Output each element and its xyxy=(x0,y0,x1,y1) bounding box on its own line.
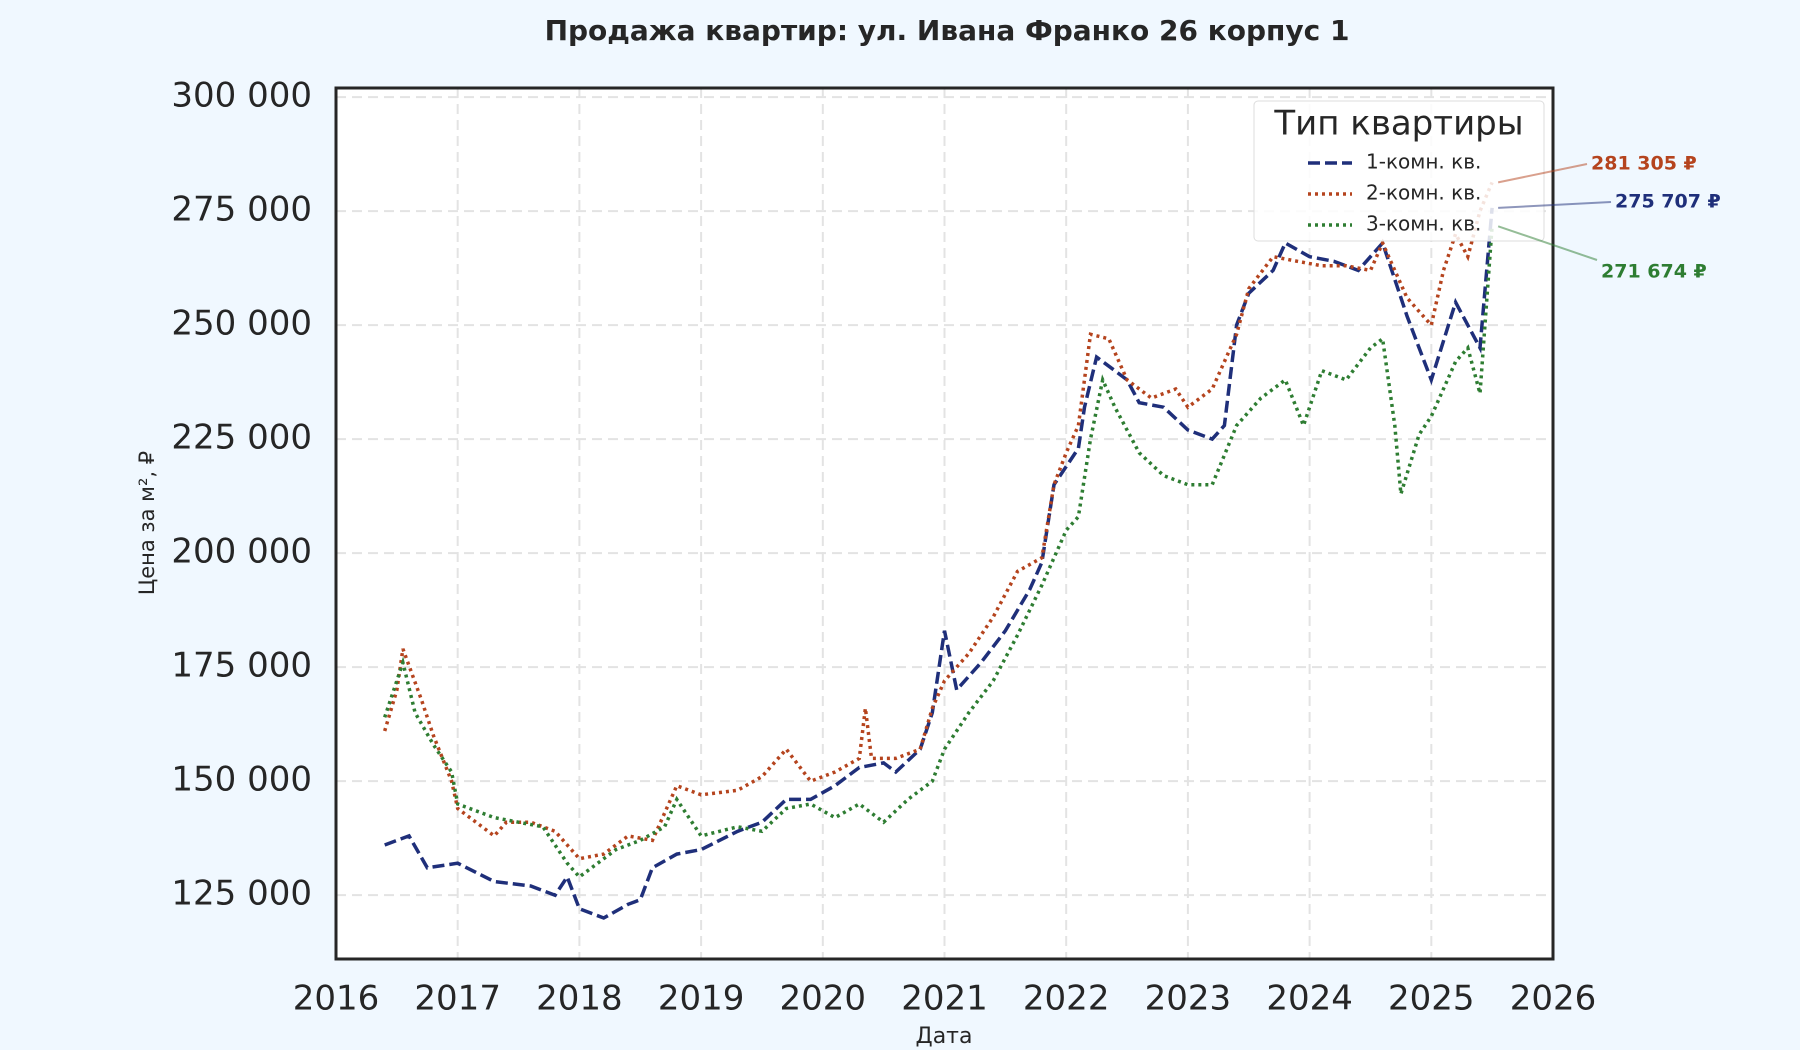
x-tick-label: 2025 xyxy=(1388,979,1475,1019)
x-tick-label: 2019 xyxy=(658,979,745,1019)
chart-title: Продажа квартир: ул. Ивана Франко 26 кор… xyxy=(545,14,1350,47)
x-tick-label: 2020 xyxy=(780,979,867,1019)
annotation-arrow xyxy=(1497,225,1598,261)
y-tick-label: 300 000 xyxy=(171,76,312,116)
value-label: 275 707 ₽ xyxy=(1615,191,1721,213)
x-tick-label: 2026 xyxy=(1510,979,1597,1019)
x-tick-label: 2018 xyxy=(536,979,623,1019)
legend-title: Тип квартиры xyxy=(1273,104,1523,144)
annotation-arrow xyxy=(1498,201,1612,209)
series-line xyxy=(384,207,1494,920)
legend-label: 3-комн. кв. xyxy=(1366,212,1481,236)
x-tick-label: 2024 xyxy=(1266,979,1353,1019)
series-line xyxy=(383,226,1494,880)
y-tick-label: 150 000 xyxy=(171,760,312,800)
x-tick-label: 2017 xyxy=(414,979,501,1019)
annotation-arrow xyxy=(1497,163,1588,184)
x-tick-label: 2023 xyxy=(1145,979,1232,1019)
value-label: 271 674 ₽ xyxy=(1601,261,1707,283)
y-tick-label: 125 000 xyxy=(171,874,312,914)
y-tick-label: 225 000 xyxy=(171,418,312,458)
y-tick-label: 200 000 xyxy=(171,532,312,572)
series-line xyxy=(383,181,1494,861)
value-label: 281 305 ₽ xyxy=(1591,153,1697,175)
x-tick-label: 2021 xyxy=(901,979,988,1019)
y-tick-label: 250 000 xyxy=(171,304,312,344)
legend-box xyxy=(1253,100,1545,242)
x-tick-label: 2016 xyxy=(293,979,380,1019)
plot-frame xyxy=(334,86,1555,961)
legend-label: 2-комн. кв. xyxy=(1366,181,1481,205)
y-axis-label: Цена за м², ₽ xyxy=(135,451,159,595)
legend-label: 1-комн. кв. xyxy=(1366,150,1481,174)
x-tick-label: 2022 xyxy=(1023,979,1110,1019)
y-tick-label: 175 000 xyxy=(171,646,312,686)
x-axis-label: Дата xyxy=(916,1024,973,1049)
y-tick-label: 275 000 xyxy=(171,190,312,230)
